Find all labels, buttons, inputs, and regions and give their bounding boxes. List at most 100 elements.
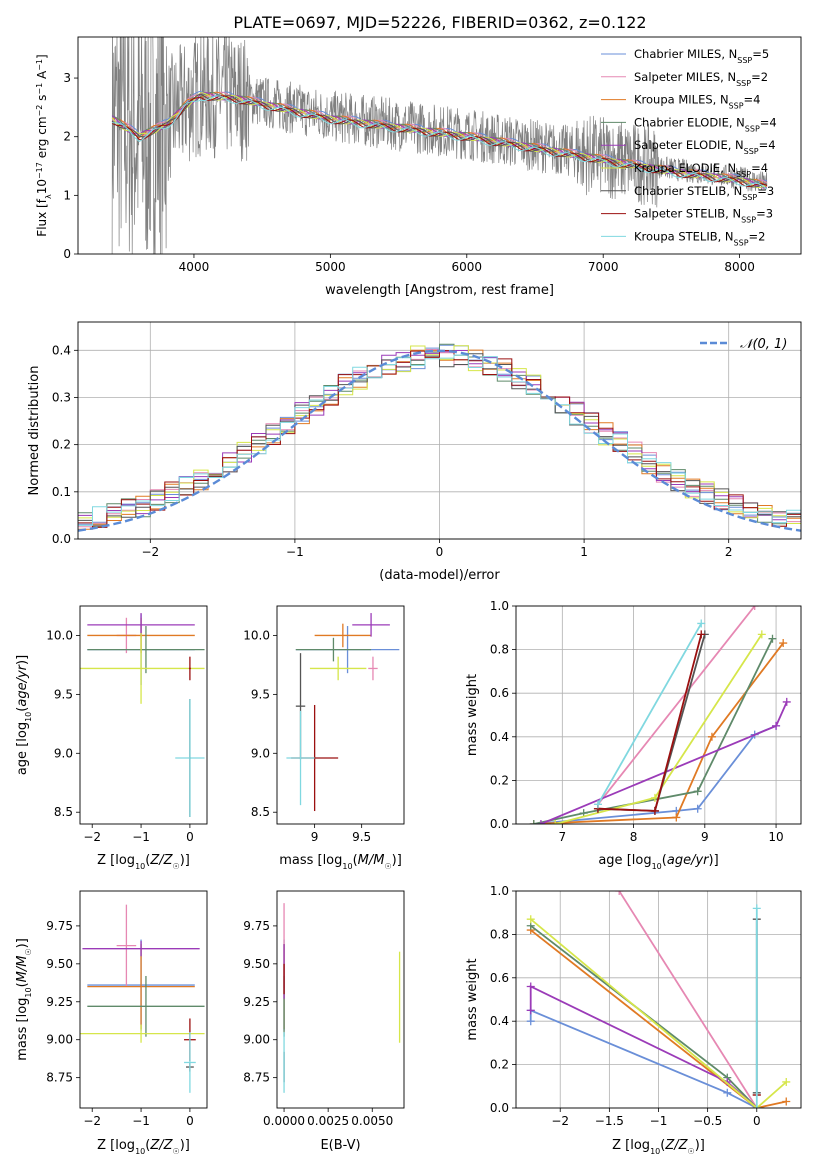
y-tick-label: 0.8	[490, 643, 509, 657]
weight-marker	[693, 787, 702, 796]
y-tick-label: 9.0	[54, 746, 73, 760]
y-tick-label: 1	[63, 188, 71, 202]
age-vs-mass-panel: 9 9.5 8.5 9.0 9.5 10.0 mass [log10(M/M☉)]	[243, 605, 405, 871]
plot-area	[529, 606, 791, 824]
x-tick-label: 5000	[315, 260, 346, 274]
y-tick-label: 9.75	[243, 919, 270, 933]
normal-reference-curve	[78, 349, 801, 532]
y-tick-label: 0.0	[52, 532, 71, 546]
y-tick-label: 0.4	[490, 1014, 509, 1028]
mass-vs-extinction-panel: 0.0000 0.0025 0.0050 8.75 9.00 9.25 9.50 9.75 E(…	[243, 890, 405, 1153]
x-tick-label: 0	[436, 545, 444, 559]
y-tick-label: 9.25	[46, 995, 73, 1009]
axes-border	[77, 321, 802, 540]
model-spectrum-line	[111, 93, 767, 188]
axes-border	[515, 890, 802, 1109]
weight-marker	[529, 820, 538, 824]
weight-marker	[697, 619, 706, 628]
weight-series-line	[529, 1009, 758, 1108]
y-tick-label: 8.75	[243, 1071, 270, 1085]
axes-border	[276, 605, 405, 825]
weight-marker	[526, 915, 535, 924]
plot-area	[80, 613, 205, 817]
y-tick-label: 0.3	[52, 390, 71, 404]
x-tick-label: 0.0025	[307, 1114, 349, 1128]
x-axis-label: Z [log10(Z/Z☉)]	[612, 1138, 705, 1156]
y-tick-label: 0.6	[490, 971, 509, 985]
y-tick-label: 0.8	[490, 927, 509, 941]
weight-series-line	[597, 622, 703, 805]
weight-marker	[693, 804, 702, 813]
y-tick-label: 10.0	[46, 628, 73, 642]
y-tick-label: 8.75	[46, 1071, 73, 1085]
y-axis-label: Normed distribution	[27, 366, 42, 496]
model-spectrum-line	[111, 95, 768, 187]
y-tick-label: 10.0	[243, 628, 270, 642]
residuals-panel: −2 −1 0 1 2 0.0 0.1 0.2 0.3 0.4 𝒩(0, 1) (data-model…	[27, 321, 802, 583]
weight-marker	[782, 1077, 791, 1086]
x-axis-label: wavelength [Angstrom, rest frame]	[325, 283, 554, 298]
x-tick-label: −2	[141, 545, 159, 559]
weight-marker	[650, 806, 659, 815]
weight-series-line	[597, 606, 756, 805]
x-axis-label: Z [log10(Z/Z☉)]	[97, 853, 190, 871]
x-tick-label: 0	[186, 830, 194, 844]
y-axis-label: mass weight	[465, 958, 480, 1040]
weight-marker	[723, 1088, 732, 1097]
plot-area	[283, 903, 401, 1093]
legend-label: Salpeter STELIB, NSSP=3	[634, 207, 773, 225]
axes-border	[77, 36, 802, 255]
weight-marker	[779, 639, 788, 648]
legend: Chabrier MILES, NSSP=5 Salpeter MILES, NS…	[601, 47, 777, 247]
y-tick-label: 9.50	[243, 957, 270, 971]
axes-frame: 7 8 9 10 0.0 0.2 0.4 0.6 0.8 1.0 age [log10(age/yr…	[465, 599, 802, 871]
x-axis-label: Z [log10(Z/Z☉)]	[97, 1138, 190, 1156]
y-axis-label: mass weight	[465, 674, 480, 756]
x-tick-label: −1	[286, 545, 304, 559]
weight-marker	[750, 606, 759, 610]
x-tick-label: −1	[650, 1114, 668, 1128]
y-tick-label: 9.75	[46, 919, 73, 933]
weight-marker	[672, 813, 681, 822]
axes-frame: −2 −1.5 −1 −0.5 0 0.0 0.2 0.4 0.6 0.8 1.0 Z [log10(…	[465, 884, 802, 1156]
observed-spectrum-line	[111, 37, 768, 254]
y-tick-label: 0.4	[490, 730, 509, 744]
x-tick-label: −2	[83, 830, 101, 844]
legend-label: 𝒩(0, 1)	[740, 337, 787, 352]
y-tick-label: 8.5	[54, 805, 73, 819]
axes-frame: 4000 5000 6000 7000 8000 0 1 2 3 wavelength [Angs…	[35, 36, 802, 298]
mass-vs-metallicity-panel: −2 −1 0 8.75 9.00 9.25 9.50 9.75 Z [log10(Z/Z☉)]…	[15, 890, 208, 1156]
x-tick-label: 7000	[588, 260, 619, 274]
x-tick-label: 9.5	[352, 830, 371, 844]
x-tick-label: 0.0000	[263, 1114, 305, 1128]
x-tick-label: −1.5	[595, 1114, 624, 1128]
spectrum-panel: 4000 5000 6000 7000 8000 0 1 2 3 wavelength [Angs…	[35, 36, 802, 298]
y-tick-label: 9.00	[243, 1033, 270, 1047]
y-tick-label: 0.2	[52, 438, 71, 452]
y-tick-label: 0.0	[490, 1101, 509, 1115]
weight-marker	[593, 800, 602, 809]
x-tick-label: −2	[83, 1114, 101, 1128]
x-tick-label: 8000	[724, 260, 755, 274]
x-tick-label: −1	[132, 830, 150, 844]
weight-marker	[615, 891, 624, 895]
weight-series-line	[530, 929, 787, 1108]
x-tick-label: 0.0050	[351, 1114, 393, 1128]
y-tick-label: 0.6	[490, 686, 509, 700]
weight-series-line	[533, 638, 774, 824]
x-tick-label: 6000	[452, 260, 483, 274]
y-tick-label: 1.0	[490, 884, 509, 898]
axes-border	[79, 890, 208, 1109]
legend-label: Chabrier STELIB, NSSP=3	[634, 184, 774, 202]
axes-frame: −2 −1 0 1 2 0.0 0.1 0.2 0.3 0.4 𝒩(0, 1) (data-model…	[27, 321, 802, 583]
y-tick-label: 0	[63, 247, 71, 261]
x-tick-label: −0.5	[693, 1114, 722, 1128]
y-tick-label: 3	[63, 71, 71, 85]
y-axis-label: age [log10(age/yr)]	[15, 655, 33, 775]
weight-marker	[551, 820, 560, 824]
axes-frame: −2 −1 0 8.75 9.00 9.25 9.50 9.75 Z [log10(Z/Z☉)]…	[15, 890, 208, 1156]
weight-marker	[768, 634, 777, 643]
weight-marker	[526, 982, 535, 991]
weight-marker	[752, 904, 761, 913]
figure-title: PLATE=0697, MJD=52226, FIBERID=0362, z=0…	[233, 13, 646, 32]
